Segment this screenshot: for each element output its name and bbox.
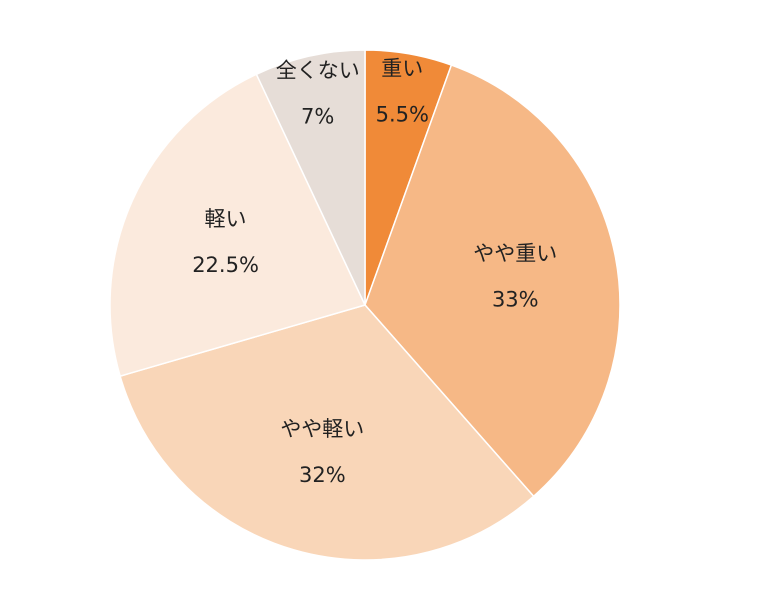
- value-label: 33%: [492, 287, 539, 311]
- slice-label: 全くない: [276, 58, 360, 82]
- slice-label: やや軽い: [280, 417, 364, 441]
- slice-label: 重い: [381, 56, 423, 80]
- pie-slice: [255, 49, 366, 306]
- slice-label: 軽い: [205, 207, 247, 231]
- slice-label: やや重い: [473, 241, 557, 265]
- value-label: 22.5%: [192, 253, 259, 277]
- value-label: 7%: [301, 104, 334, 128]
- value-label: 32%: [299, 463, 346, 487]
- value-label: 5.5%: [376, 102, 429, 126]
- pie-slice: [119, 304, 535, 561]
- pie-slice: [364, 64, 621, 498]
- pie-slice: [109, 73, 367, 378]
